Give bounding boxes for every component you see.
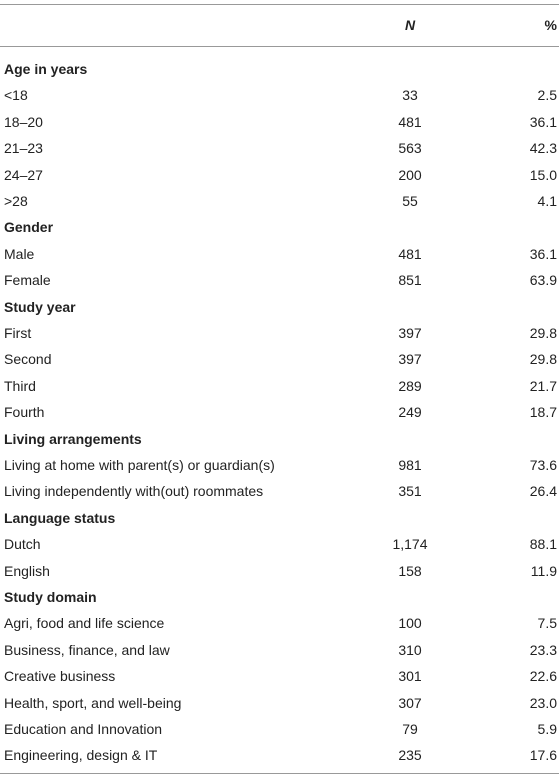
- row-label: Fourth: [4, 404, 45, 421]
- section-title: Language status: [4, 509, 116, 526]
- percent-cell: 15.0: [529, 166, 557, 183]
- count-cell: 249: [398, 404, 422, 421]
- percent-cell: 21.7: [529, 377, 557, 394]
- row-label: >28: [4, 193, 28, 209]
- row-label: Third: [4, 377, 36, 394]
- count-cell: 397: [398, 325, 422, 341]
- row-label: Female: [4, 272, 51, 289]
- row-label: Health, sport, and well-being: [4, 694, 182, 711]
- percent-cell: 88.1: [529, 536, 557, 553]
- header-rule: [0, 46, 559, 47]
- row-label: Dutch: [4, 536, 41, 553]
- count-cell: 1,174: [392, 536, 428, 553]
- count-cell: 33: [402, 87, 418, 104]
- count-cell: 200: [398, 166, 422, 183]
- percent-cell: 26.4: [529, 483, 557, 500]
- count-cell: 481: [398, 245, 422, 262]
- count-cell: 301: [398, 668, 422, 685]
- section-title: Age in years: [4, 61, 88, 77]
- header-n: N: [404, 17, 416, 33]
- count-cell: 351: [398, 483, 422, 500]
- percent-cell: 22.6: [529, 668, 557, 685]
- percent-cell: 4.1: [537, 193, 557, 209]
- count-cell: 310: [398, 641, 422, 658]
- row-label: First: [4, 325, 32, 341]
- percent-cell: 29.8: [529, 351, 557, 368]
- percent-cell: 7.5: [537, 615, 557, 632]
- count-cell: 981: [398, 457, 422, 473]
- bottom-rule: [0, 773, 559, 774]
- row-label: <18: [4, 87, 28, 104]
- row-label: Creative business: [4, 668, 116, 685]
- row-label: Education and Innovation: [4, 721, 163, 737]
- percent-cell: 29.8: [529, 325, 557, 341]
- percent-cell: 5.9: [537, 721, 557, 737]
- percent-cell: 23.0: [529, 694, 557, 711]
- count-cell: 563: [398, 140, 422, 157]
- count-cell: 289: [398, 377, 422, 394]
- count-cell: 481: [398, 113, 422, 130]
- count-cell: 235: [398, 747, 422, 764]
- percent-cell: 63.9: [529, 272, 557, 289]
- row-label: Business, finance, and law: [4, 641, 170, 658]
- row-label: 24–27: [4, 166, 43, 183]
- row-label: English: [4, 562, 50, 579]
- header-pct: %: [544, 17, 557, 33]
- percent-cell: 36.1: [529, 113, 557, 130]
- percent-cell: 23.3: [529, 641, 557, 658]
- section-title: Gender: [4, 219, 54, 236]
- percent-cell: 73.6: [529, 457, 557, 473]
- row-label: Male: [4, 245, 35, 262]
- section-title: Study year: [4, 298, 76, 315]
- count-cell: 397: [398, 351, 422, 368]
- row-label: 21–23: [4, 140, 43, 157]
- count-cell: 158: [398, 562, 422, 579]
- row-label: Living independently with(out) roommates: [4, 483, 264, 500]
- count-cell: 79: [402, 721, 418, 737]
- percent-cell: 42.3: [529, 140, 557, 157]
- count-cell: 851: [398, 272, 422, 289]
- count-cell: 100: [398, 615, 422, 632]
- percent-cell: 2.5: [537, 87, 557, 104]
- row-label: Agri, food and life science: [4, 615, 165, 632]
- section-title: Study domain: [4, 589, 97, 605]
- percent-cell: 11.9: [530, 562, 557, 579]
- row-label: Engineering, design & IT: [4, 747, 158, 764]
- row-label: Second: [4, 351, 52, 368]
- section-title: Living arrangements: [4, 430, 142, 447]
- row-label: 18–20: [4, 113, 43, 130]
- count-cell: 55: [402, 193, 418, 209]
- row-label: Living at home with parent(s) or guardia…: [4, 457, 275, 473]
- percent-cell: 36.1: [529, 245, 557, 262]
- top-rule: [0, 4, 559, 5]
- count-cell: 307: [398, 694, 422, 711]
- percent-cell: 17.6: [529, 747, 557, 764]
- percent-cell: 18.7: [529, 404, 557, 421]
